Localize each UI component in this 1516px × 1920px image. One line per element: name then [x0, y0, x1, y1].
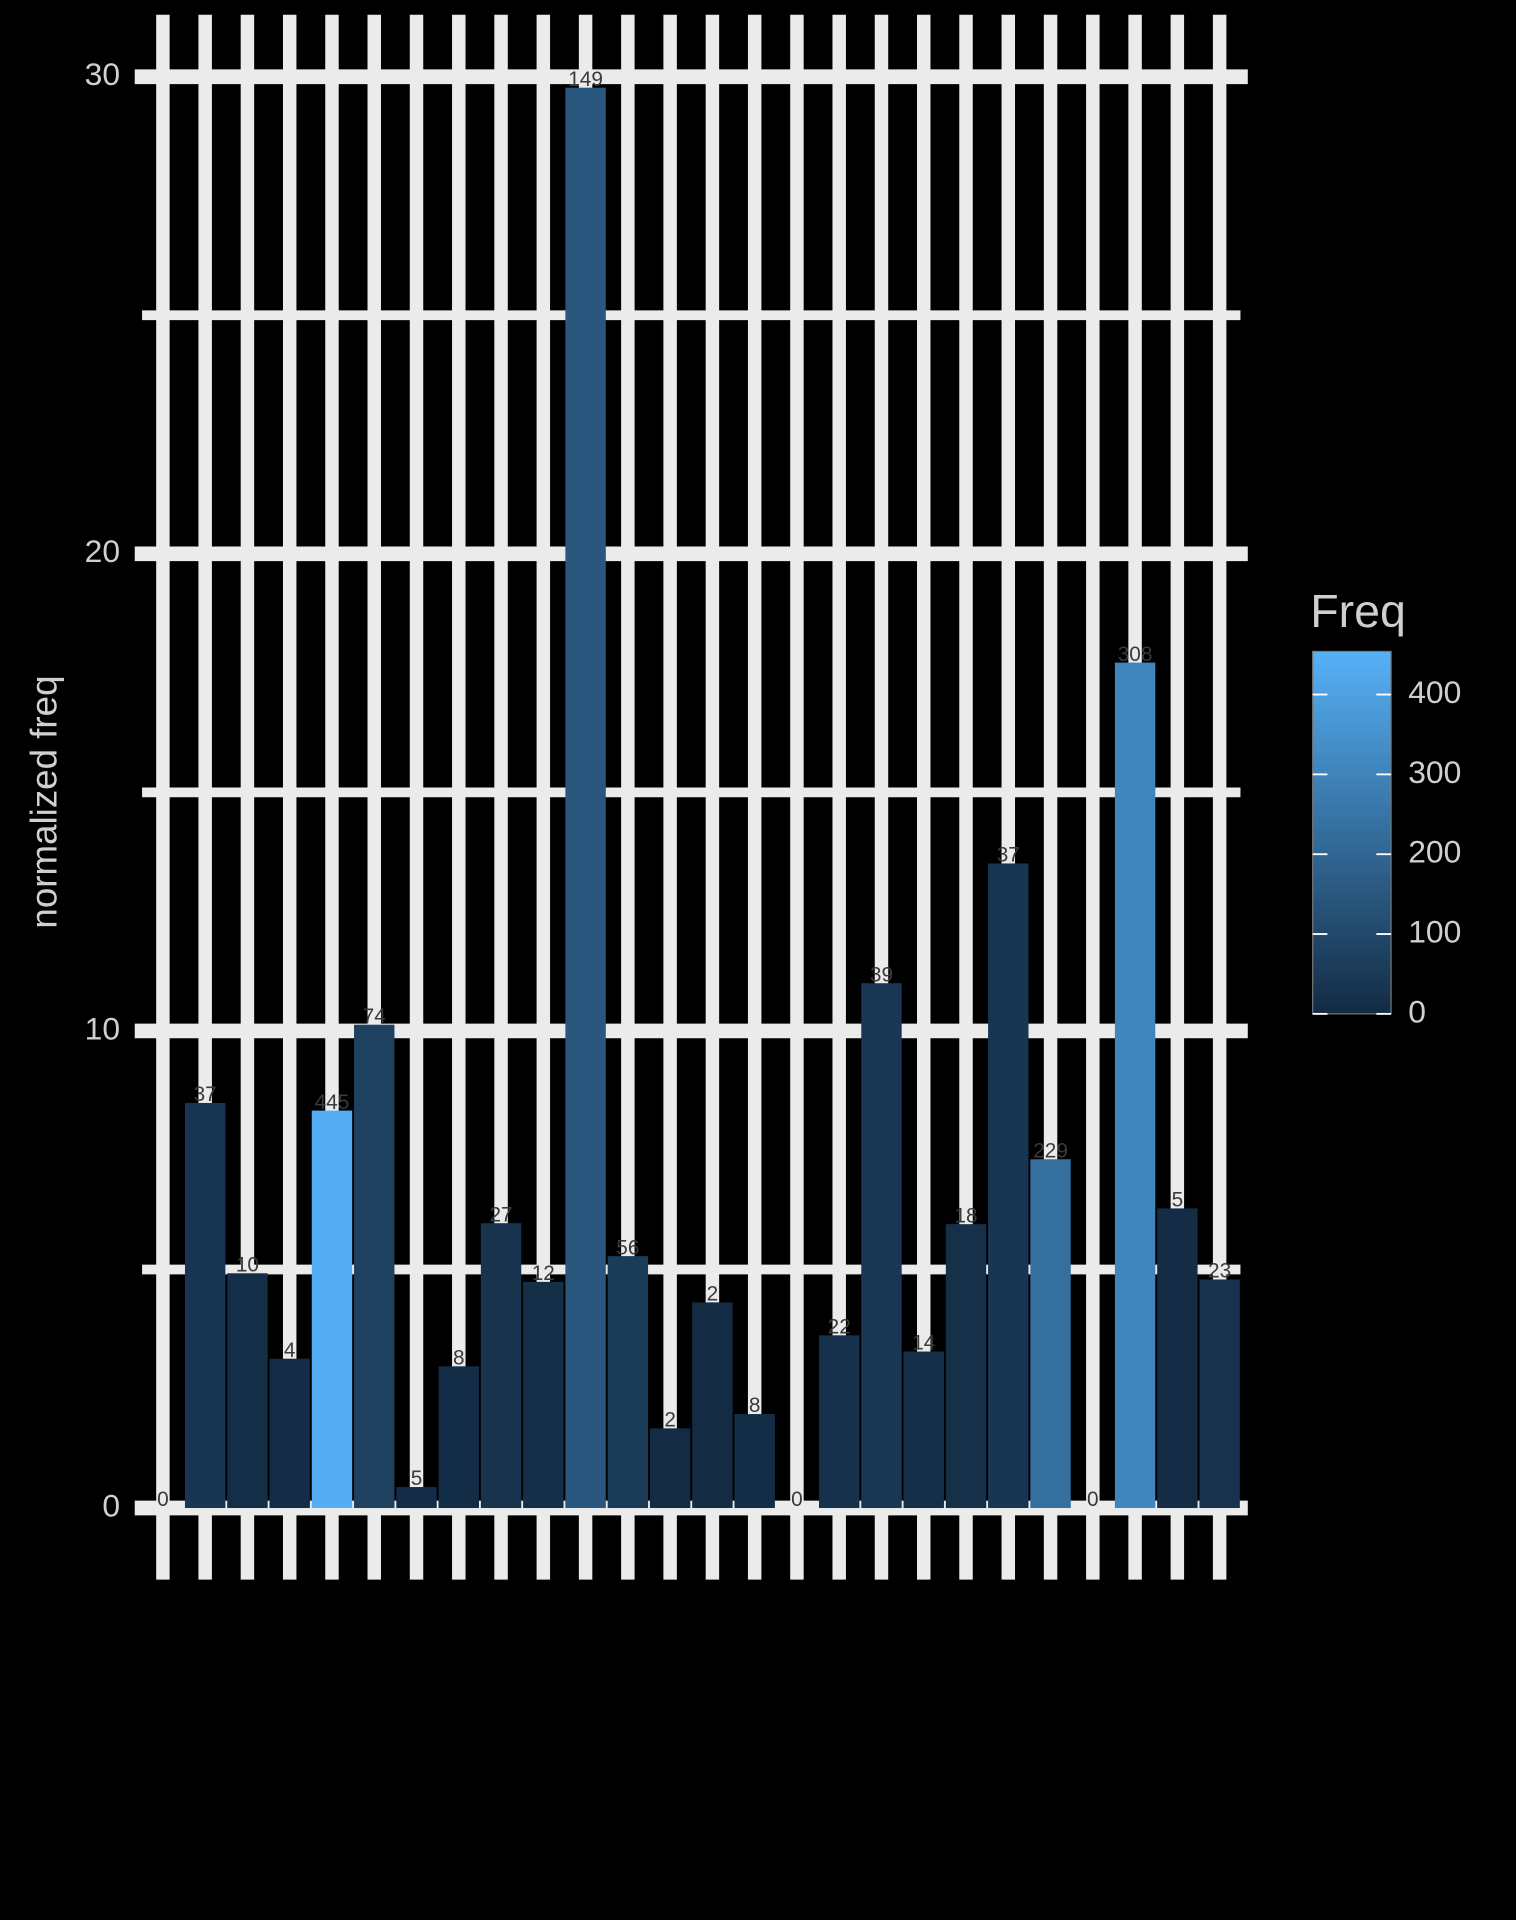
bar: [692, 1302, 733, 1509]
value-label: 18: [954, 1204, 977, 1227]
value-label: 5: [1172, 1189, 1184, 1212]
bar: [227, 1273, 268, 1509]
bar: [1199, 1279, 1240, 1509]
bar: [819, 1335, 860, 1509]
value-label: 229: [1033, 1139, 1068, 1162]
colorbar: [1312, 650, 1392, 1015]
bar: [354, 1024, 395, 1509]
value-label: 0: [791, 1488, 803, 1511]
y-tick-label: 0: [102, 1487, 120, 1523]
bar: [861, 983, 902, 1509]
value-label: 2: [664, 1409, 676, 1432]
value-label: 10: [236, 1253, 259, 1276]
bar: [480, 1223, 522, 1509]
y-tick-label: 30: [85, 56, 120, 92]
bar: [1114, 662, 1156, 1509]
value-label: 8: [749, 1394, 761, 1417]
value-label: 37: [997, 844, 1020, 867]
bar: [438, 1366, 479, 1509]
y-axis-title: normalized freq: [23, 676, 64, 929]
bar: [649, 1428, 691, 1509]
value-label: 8: [453, 1346, 465, 1369]
bar: [1157, 1208, 1198, 1509]
y-tick-label: 20: [85, 533, 120, 569]
value-label: 27: [489, 1203, 512, 1226]
value-label: 14: [912, 1332, 935, 1355]
y-tick-label: 10: [85, 1010, 120, 1046]
bar: [903, 1351, 944, 1509]
bar: [734, 1414, 775, 1509]
bar: [269, 1358, 310, 1509]
value-label: 0: [157, 1488, 169, 1511]
value-label: 149: [568, 68, 603, 91]
legend-label: 100: [1408, 913, 1461, 949]
bar: [1030, 1159, 1071, 1509]
legend-label: 400: [1408, 674, 1461, 710]
bar: [523, 1281, 564, 1509]
legend-title: Freq: [1310, 585, 1406, 637]
value-label: 23: [1208, 1260, 1231, 1283]
value-label: 0: [1087, 1488, 1099, 1511]
bar: [311, 1110, 353, 1509]
value-label: 74: [363, 1005, 386, 1028]
bar: [396, 1487, 437, 1509]
value-label: 4: [284, 1339, 296, 1362]
bar: [945, 1224, 987, 1509]
legend-label: 300: [1408, 754, 1461, 790]
value-label: 445: [315, 1091, 350, 1114]
value-label: 2: [707, 1283, 719, 1306]
legend-label: 200: [1408, 834, 1461, 870]
value-label: 22: [828, 1315, 851, 1338]
bar: [988, 863, 1029, 1509]
bar: [607, 1256, 649, 1509]
value-label: 37: [194, 1083, 217, 1106]
bar: [565, 87, 606, 1509]
legend-label: 0: [1408, 993, 1426, 1029]
value-label: 5: [411, 1467, 423, 1490]
value-label: 39: [870, 963, 893, 986]
value-label: 56: [616, 1236, 639, 1259]
value-label: 12: [532, 1262, 555, 1285]
bar: [184, 1102, 226, 1509]
value-label: 308: [1118, 643, 1153, 666]
